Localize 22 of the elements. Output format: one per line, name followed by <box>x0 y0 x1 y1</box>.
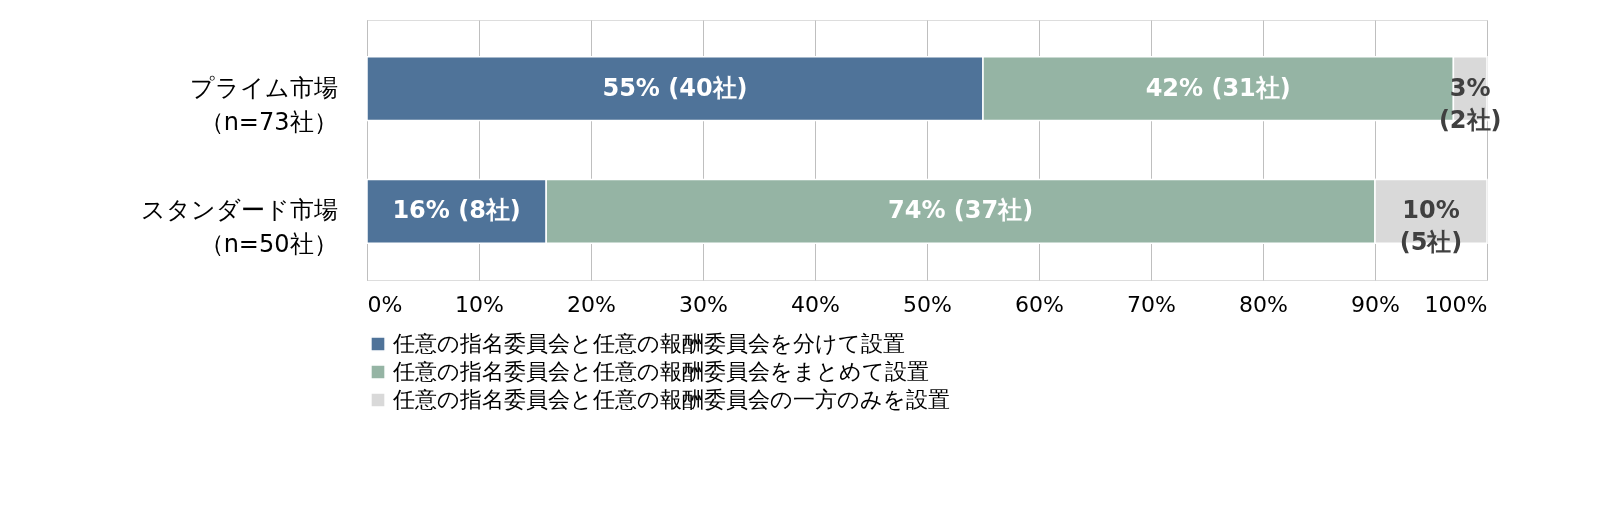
data-label: 42% (31社) <box>1145 73 1291 102</box>
x-tick-label: 50% <box>903 291 952 317</box>
x-tick-label: 100% <box>1424 291 1488 317</box>
legend-label: 任意の指名委員会と任意の報酬委員会の一方のみを設置 <box>392 387 950 412</box>
data-label: 16% (8社) <box>392 196 521 225</box>
x-tick-label: 90% <box>1351 291 1400 317</box>
x-tick-label: 0% <box>367 291 403 317</box>
data-label: 74% (37社) <box>888 196 1034 225</box>
data-label: 10% (5社) <box>1399 196 1463 257</box>
x-tick-label: 30% <box>679 291 728 317</box>
x-tick-label: 40% <box>791 291 840 317</box>
x-tick-label: 80% <box>1239 291 1288 317</box>
x-tick-label: 10% <box>455 291 504 317</box>
y-tick-label: プライム市場（n=73社） <box>189 73 338 136</box>
data-label: 3% (2社) <box>1438 73 1502 134</box>
legend-label: 任意の指名委員会と任意の報酬委員会をまとめて設置 <box>392 359 929 384</box>
data-label: 55% (40社) <box>602 73 748 102</box>
legend-label: 任意の指名委員会と任意の報酬委員会を分けて設置 <box>392 331 905 356</box>
y-tick-label: スタンダード市場（n=50社） <box>140 196 338 259</box>
x-tick-label: 60% <box>1015 291 1064 317</box>
x-tick-label: 20% <box>567 291 616 317</box>
x-tick-label: 70% <box>1127 291 1176 317</box>
